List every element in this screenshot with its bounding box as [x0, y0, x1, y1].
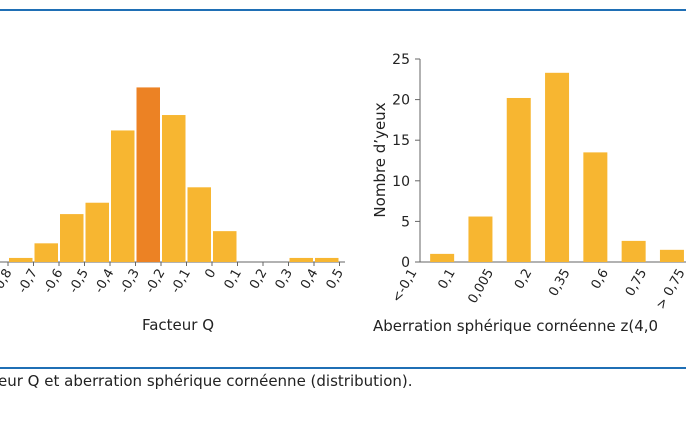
bar — [136, 87, 160, 262]
bar — [34, 243, 58, 262]
x-tick-label: -0,4 — [92, 267, 118, 296]
x-tick-label: 0,35 — [546, 267, 573, 300]
bar — [111, 130, 135, 262]
bar — [60, 214, 84, 262]
bar — [213, 231, 237, 262]
y-tick-label: 25 — [392, 52, 410, 68]
x-tick-label: 0,5 — [324, 267, 347, 292]
bar — [583, 152, 608, 262]
x-tick-label: 0,3 — [273, 267, 296, 292]
x-tick-label: -0,6 — [41, 267, 67, 296]
x-tick-label: -0,8 — [0, 267, 15, 296]
y-tick-label: 20 — [392, 93, 410, 109]
x-tick-label: -0,1 — [168, 267, 194, 296]
y-tick-label: 10 — [392, 174, 410, 190]
y-tick-label: 15 — [392, 133, 410, 149]
bar — [621, 240, 646, 262]
x-tick-label: > 0,75 — [654, 267, 686, 313]
x-tick-label: 0 — [202, 267, 219, 282]
x-tick-label: 0,6 — [589, 267, 612, 292]
bar — [506, 97, 531, 262]
x-tick-label: 0,1 — [435, 267, 458, 292]
bar — [430, 253, 455, 262]
bar — [289, 257, 313, 262]
bar — [315, 257, 339, 262]
bar — [545, 72, 570, 262]
bar — [162, 115, 186, 262]
x-tick-label: 0,2 — [247, 267, 270, 292]
bar — [187, 187, 211, 262]
y-tick-label: 5 — [401, 214, 410, 230]
x-axis-label: Facteur Q — [142, 316, 214, 334]
x-tick-label: -0,3 — [117, 267, 143, 296]
y-axis-label: Nombre d’yeux — [371, 102, 389, 217]
bar — [85, 202, 109, 262]
caption: eur Q et aberration sphérique cornéenne … — [0, 372, 413, 390]
x-tick-label: 0,75 — [623, 267, 650, 300]
x-tick-label: -0,5 — [66, 267, 92, 296]
x-tick-label: 0,2 — [512, 267, 535, 292]
x-tick-label: -0,7 — [15, 267, 41, 296]
x-tick-label: 0,4 — [298, 267, 321, 292]
bar — [468, 216, 493, 262]
x-tick-label: <-0,1 — [389, 267, 420, 306]
x-axis-label: Aberration sphérique cornéenne z(4,0 — [373, 317, 658, 335]
x-tick-label: 0,1 — [222, 267, 245, 292]
x-tick-label: -0,2 — [143, 267, 169, 296]
x-tick-label: 0,005 — [465, 267, 497, 307]
bar — [659, 249, 684, 262]
y-tick-label: 0 — [401, 255, 410, 271]
bar — [9, 257, 33, 262]
